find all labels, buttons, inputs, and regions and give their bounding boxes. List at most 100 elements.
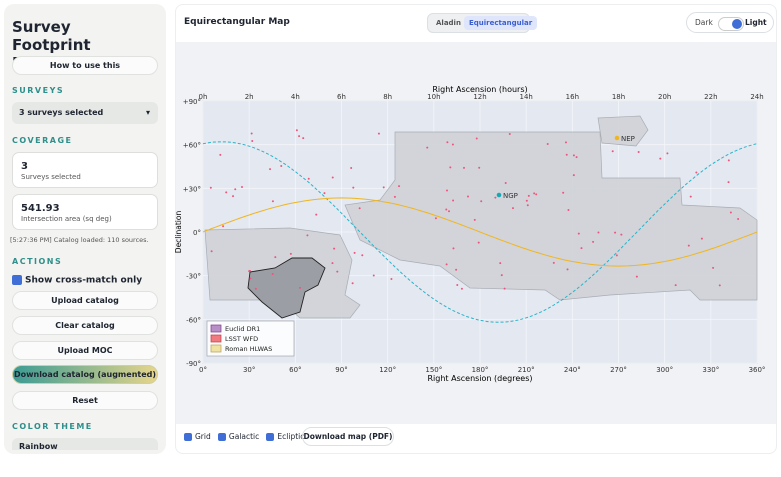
catalog-source [526,204,529,207]
checkbox-label: Show cross-match only [25,275,143,286]
theme-select[interactable]: Rainbow [12,438,158,450]
catalog-source [251,140,254,143]
catalog-source [452,247,455,250]
catalog-source [525,199,528,202]
log-line: [5:27:36 PM] Catalog loaded: 110 sources… [10,236,149,244]
catalog-source [565,153,568,156]
checkbox-label: Grid [195,432,211,441]
catalog-source [271,273,274,276]
section-heading: COLOR THEME [12,422,93,431]
action-button[interactable]: Clear catalog [12,316,158,335]
catalog-source [271,200,274,203]
section-heading: SURVEYS [12,86,65,95]
map-title: Equirectangular Map [184,17,290,27]
legend-swatch [210,334,222,343]
catalog-source [727,181,730,184]
x-tick-label: 120° [379,366,396,374]
catalog-source [434,217,437,220]
catalog-source [372,274,375,277]
theme-toggle[interactable]: Dark Light [686,12,774,33]
catalog-source [447,210,450,213]
action-button[interactable]: Download catalog (augmented) [12,365,158,384]
x-tick-label: 330° [702,366,719,374]
catalog-source [577,232,580,235]
catalog-source [225,191,228,194]
catalog-source [614,231,617,234]
x-tick-label: 180° [472,366,489,374]
catalog-source [248,270,251,273]
x-tick-label: 210° [518,366,535,374]
y-tick-label: +90° [183,98,201,106]
catalog-source [700,237,703,240]
checkbox[interactable]: Grid [184,432,211,441]
catalog-source [687,244,690,247]
x-tick-label: 270° [610,366,627,374]
catalog-source [331,262,334,265]
legend-swatch [210,324,222,333]
x-axis-title: Right Ascension (degrees) [428,374,533,383]
catalog-source [674,284,677,287]
catalog-source [446,141,449,144]
catalog-source [592,240,595,243]
x2-tick-label: 10h [427,93,440,101]
view-tabs: Aladin Equirectangular [427,13,538,33]
x2-tick-label: 0h [199,93,208,101]
action-button[interactable]: Upload catalog [12,291,158,310]
checkbox-label: Galactic [228,432,260,441]
action-button[interactable]: Upload MOC [12,341,158,360]
x2-axis-title: Right Ascension (hours) [432,85,527,94]
legend-swatch [210,344,222,353]
y-axis-title: Declination [174,211,183,254]
catalog-source [527,194,530,197]
checkbox[interactable]: Galactic [217,432,260,441]
section-heading: COVERAGE [12,136,73,145]
x2-tick-label: 12h [473,93,486,101]
catalog-source [475,137,478,140]
catalog-source [234,188,237,191]
cross-match-checkbox[interactable]: Show cross-match only [12,275,142,286]
pole-marker [614,135,620,141]
action-button[interactable]: Reset [12,391,158,410]
catalog-source [331,176,334,179]
annotation: NEP [621,135,635,143]
catalog-source [306,234,309,237]
catalog-source [352,186,355,189]
catalog-source [615,254,618,257]
catalog-source [718,284,721,287]
catalog-source [562,191,565,194]
catalog-source [323,192,326,195]
help-button[interactable]: How to use this [12,56,158,75]
stat-value: 3 [21,161,28,172]
footprint [344,131,758,301]
catalog-source [473,218,476,221]
footprint [247,257,326,319]
catalog-source [254,287,257,290]
catalog-source [467,195,470,198]
catalog-source [552,261,555,264]
checkbox[interactable]: Ecliptic [266,432,304,441]
catalog-source [295,129,298,132]
catalog-source [250,132,253,135]
catalog-source [315,213,318,216]
toggle-label: Dark [695,18,713,27]
catalog-source [689,195,692,198]
tab[interactable]: Aladin [436,19,461,27]
tab-active[interactable]: Equirectangular [464,16,538,30]
y-tick-label: -90° [186,360,201,368]
download-map-button[interactable]: Download map (PDF) [302,427,394,446]
surveys-select[interactable]: 3 surveys selected ▾ [12,102,158,124]
catalog-source [737,217,740,220]
catalog-source [240,186,243,189]
catalog-source [445,208,448,211]
galactic-plane [202,141,758,323]
catalog-source [597,231,600,234]
pole-marker [496,192,502,198]
catalog-source [572,174,575,177]
catalog-source [222,225,225,228]
catalog-source [390,278,393,281]
x-tick-label: 60° [289,366,301,374]
catalog-source [572,154,575,157]
catalog-source [499,262,502,265]
catalog-source [546,142,549,145]
